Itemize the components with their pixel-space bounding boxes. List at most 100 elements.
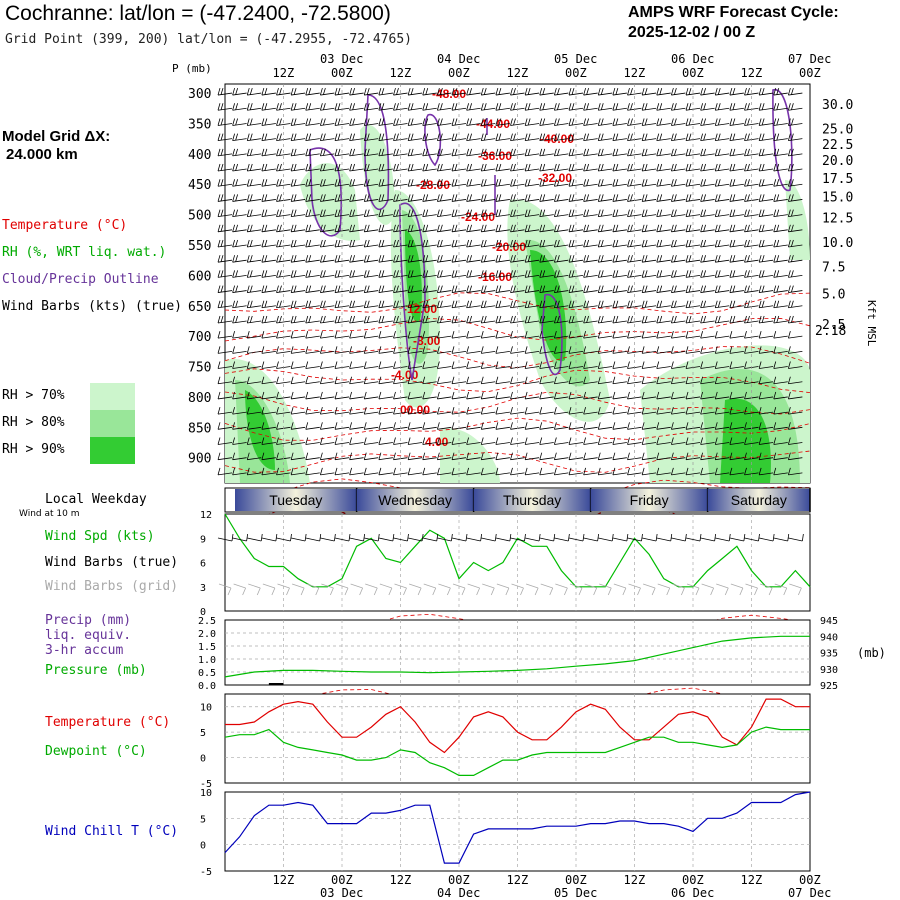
wind-barb — [378, 194, 393, 202]
temperature-contour-label: -16.00 — [478, 270, 512, 284]
wind-barb — [714, 285, 730, 293]
temperature-contour-label: -36.00 — [478, 149, 512, 163]
wind-barb — [363, 452, 379, 461]
wind-barb — [539, 300, 554, 309]
wind-barb — [305, 331, 320, 339]
grid-wind-barb — [525, 583, 539, 596]
wind-barb — [568, 209, 584, 218]
wind-barb — [641, 331, 657, 339]
wind-barb — [495, 118, 510, 126]
wind-barb — [261, 315, 276, 324]
wind-barb — [510, 376, 525, 385]
wind-barb — [393, 407, 408, 415]
wind-barb — [363, 239, 379, 248]
wind-barb — [758, 255, 774, 263]
wind-barb — [670, 315, 686, 324]
rh-shading-15 — [440, 428, 500, 483]
rh-70-label: RH > 70% — [2, 388, 65, 403]
wind-barb — [334, 467, 350, 476]
rh-shading-14 — [785, 180, 810, 260]
wind-barb — [349, 209, 364, 218]
wind-barb — [524, 361, 540, 369]
wind-barb — [319, 285, 335, 293]
wind-barb — [612, 255, 627, 263]
wind-barb — [729, 255, 744, 263]
windchill-label: Wind Chill T (°C) — [45, 824, 179, 839]
wind-barb — [466, 331, 481, 339]
wind-barb — [480, 163, 496, 172]
wind-barb — [246, 391, 262, 400]
grid-wind-barb — [306, 583, 320, 596]
temp-ytick: 10 — [200, 703, 212, 714]
pressure-tick: 800 — [188, 391, 211, 406]
grid-wind-barb — [423, 583, 437, 596]
wind-barb — [641, 209, 657, 218]
wind-barb — [670, 346, 686, 354]
wind-barb — [758, 361, 774, 369]
surface-wind-barb — [451, 533, 468, 542]
wind-barb — [480, 209, 496, 218]
wind-barb — [524, 255, 540, 263]
wind-barb — [232, 437, 247, 445]
wind-barb — [378, 255, 393, 263]
wind-barb — [670, 224, 686, 233]
wind-barb — [407, 407, 423, 415]
pressure-line — [224, 635, 810, 678]
wind-barb — [451, 467, 467, 476]
wind-barb — [261, 361, 276, 369]
pressure-tick: 350 — [188, 117, 211, 132]
temperature-contour-label: -24.00 — [461, 210, 495, 224]
wind-barb — [758, 407, 774, 415]
wind-barb — [787, 376, 803, 385]
grid-wind-barb — [672, 583, 685, 596]
pressure-tick: 300 — [188, 87, 211, 102]
wind-barb — [217, 391, 233, 400]
wind-barb — [319, 255, 335, 263]
wind-barb — [334, 179, 350, 187]
wind-barb — [656, 133, 671, 142]
wind-barb — [744, 407, 759, 415]
wind-barb — [422, 467, 437, 476]
wind-barb — [685, 148, 701, 157]
wind-barb — [641, 300, 657, 309]
wind-barb — [744, 118, 759, 126]
wind-barb — [597, 391, 613, 400]
wind-barb — [700, 239, 715, 248]
wind-barb — [232, 407, 247, 415]
wind-barb — [319, 239, 335, 248]
wind-barb — [407, 331, 423, 339]
wind-barb — [539, 133, 554, 142]
wind-barb — [656, 209, 671, 218]
wind-barb — [451, 315, 467, 324]
wind-barb — [422, 391, 437, 400]
wind-barb — [597, 285, 613, 293]
rh-shading-7 — [530, 250, 567, 362]
wind-spd-label: Wind Spd (kts) — [45, 529, 155, 544]
wind-barb — [261, 148, 276, 157]
wind-barb — [729, 407, 744, 415]
wind-barb — [583, 315, 598, 324]
wind-barb — [539, 163, 554, 172]
wind-barb — [641, 452, 657, 461]
rh-shading-0 — [300, 163, 360, 241]
wind-barb — [612, 285, 627, 293]
windchill-ytick: 10 — [200, 788, 212, 799]
wind-barb — [553, 148, 569, 157]
wind-barb — [480, 133, 496, 142]
wind-barb — [393, 467, 408, 476]
wind-barb — [246, 315, 262, 324]
wind-barb — [729, 346, 744, 354]
wind-barb — [539, 361, 554, 369]
grid-wind-barb — [482, 583, 495, 596]
wind-barb — [524, 315, 540, 324]
wind-barb — [729, 361, 744, 369]
wind-barb — [787, 285, 803, 293]
wind-barb — [597, 133, 613, 142]
wind-barb — [246, 118, 262, 126]
wind-barb — [583, 391, 598, 400]
wind-barb — [436, 163, 452, 172]
wind-barb — [714, 422, 730, 430]
wind-barb — [422, 194, 437, 202]
wind-barb — [568, 376, 584, 385]
time-tick-top: 00Z — [331, 66, 353, 80]
